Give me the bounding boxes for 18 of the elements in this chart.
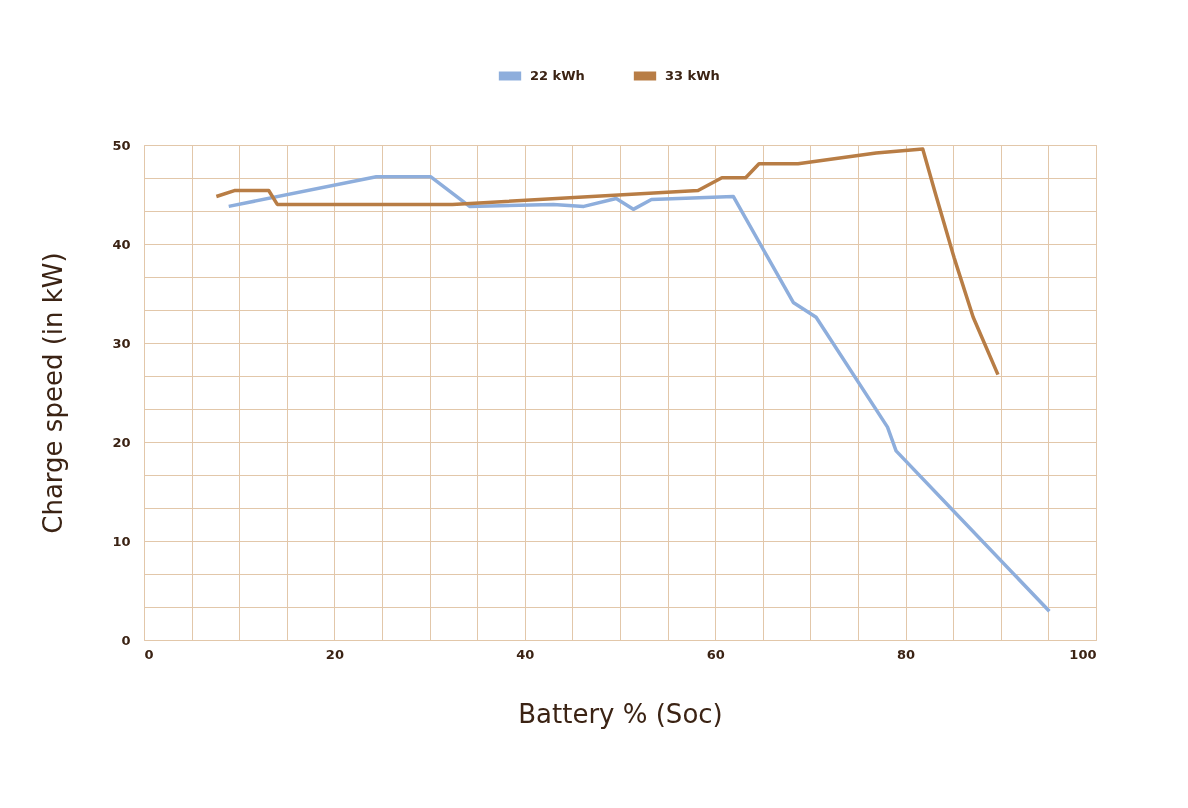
x-tick-label: 100 bbox=[1069, 646, 1097, 662]
y-tick-label: 30 bbox=[112, 335, 131, 351]
y-tick-label: 50 bbox=[112, 137, 131, 153]
x-tick-label: 80 bbox=[897, 646, 916, 662]
y-tick-label: 40 bbox=[112, 236, 131, 252]
y-tick-label: 20 bbox=[112, 434, 131, 450]
x-tick-label: 0 bbox=[144, 646, 154, 662]
x-tick-label: 40 bbox=[516, 646, 535, 662]
x-tick-label: 20 bbox=[325, 646, 344, 662]
x-axis-title: Battery % (Soc) bbox=[518, 698, 723, 729]
line-series bbox=[214, 147, 1000, 377]
line-series bbox=[226, 174, 1052, 614]
legend-label: 22 kWh bbox=[530, 68, 585, 83]
y-tick-label: 0 bbox=[121, 632, 131, 648]
y-tick-label: 10 bbox=[112, 533, 131, 549]
x-tick-label: 60 bbox=[706, 646, 725, 662]
legend-label: 33 kWh bbox=[665, 68, 720, 83]
y-axis-title: Charge speed (in kW) bbox=[38, 252, 69, 534]
